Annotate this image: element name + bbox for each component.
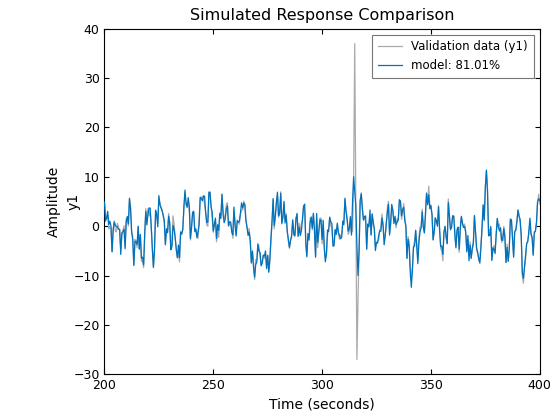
model: 81.01%: (347, -1.37): 81.01%: (347, -1.37) bbox=[421, 231, 428, 236]
model: 81.01%: (400, 5.22): 81.01%: (400, 5.22) bbox=[536, 198, 543, 203]
model: 81.01%: (328, 1.66): 81.01%: (328, 1.66) bbox=[379, 215, 385, 220]
Legend: Validation data (y1), model: 81.01%: Validation data (y1), model: 81.01% bbox=[372, 34, 534, 78]
Validation data (y1) bbox=[353, 357, 360, 362]
Line: Validation data (y1): Validation data (y1) bbox=[105, 44, 540, 360]
Validation data (y1) bbox=[101, 200, 108, 205]
Text: y1: y1 bbox=[67, 193, 81, 210]
Validation data (y1) bbox=[381, 236, 388, 241]
model: 81.01%: (200, 4.9): 81.01%: (200, 4.9) bbox=[101, 200, 108, 205]
Title: Simulated Response Comparison: Simulated Response Comparison bbox=[190, 8, 454, 24]
model: 81.01%: (341, -12.4): 81.01%: (341, -12.4) bbox=[408, 285, 414, 290]
model: 81.01%: (226, 3.73): 81.01%: (226, 3.73) bbox=[158, 205, 165, 210]
model: 81.01%: (272, -8.04): 81.01%: (272, -8.04) bbox=[258, 263, 264, 268]
Line: model: 81.01%: model: 81.01% bbox=[105, 171, 540, 287]
Validation data (y1) bbox=[536, 202, 543, 207]
model: 81.01%: (310, 1.05): 81.01%: (310, 1.05) bbox=[339, 218, 346, 223]
Validation data (y1) bbox=[422, 214, 429, 219]
model: 81.01%: (376, 11.3): 81.01%: (376, 11.3) bbox=[483, 168, 490, 173]
Validation data (y1) bbox=[158, 205, 165, 210]
X-axis label: Time (seconds): Time (seconds) bbox=[269, 398, 375, 412]
Text: Amplitude: Amplitude bbox=[48, 166, 62, 237]
Validation data (y1) bbox=[258, 262, 264, 268]
Validation data (y1) bbox=[339, 222, 346, 227]
Validation data (y1) bbox=[320, 222, 326, 227]
model: 81.01%: (300, 1.2): 81.01%: (300, 1.2) bbox=[320, 218, 326, 223]
Validation data (y1) bbox=[351, 41, 358, 46]
